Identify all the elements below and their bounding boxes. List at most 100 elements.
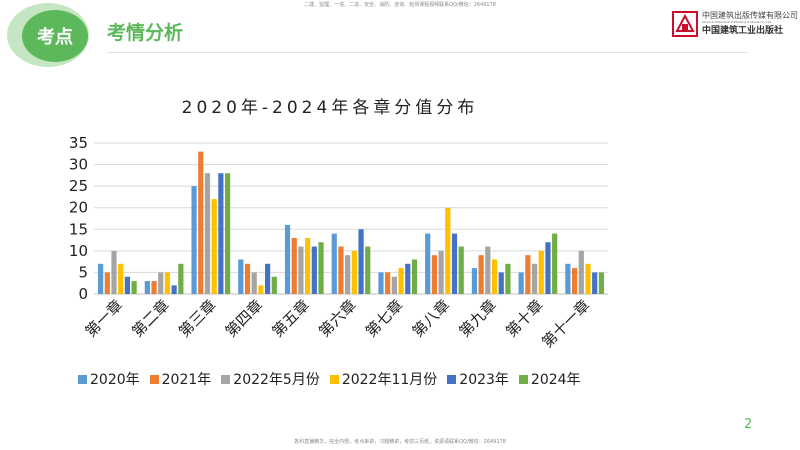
- legend-label: 2023年: [459, 372, 509, 388]
- legend-swatch: [518, 374, 528, 384]
- x-tick-label: 第四章: [222, 296, 267, 341]
- y-tick-label: 35: [69, 134, 88, 152]
- bar: [565, 263, 571, 294]
- x-tick-label: 第一章: [82, 296, 127, 341]
- bar: [411, 259, 418, 294]
- bar: [478, 255, 484, 294]
- bar: [525, 255, 531, 294]
- bar: [164, 272, 171, 294]
- bar: [211, 199, 217, 294]
- bar: [538, 250, 544, 294]
- legend-swatch: [78, 374, 87, 384]
- legend-item: 2020年: [78, 369, 140, 389]
- bar: [111, 250, 117, 294]
- bar: [358, 229, 364, 294]
- bar: [131, 281, 137, 294]
- bar: [391, 276, 397, 294]
- legend-item: 2023年: [447, 369, 509, 389]
- bar: [405, 263, 411, 294]
- bar: [431, 255, 437, 294]
- bar: [198, 151, 204, 294]
- y-axis-ticks: 0 5 10 15 20 25 30 35: [69, 134, 88, 303]
- bar: [505, 263, 511, 294]
- section-badge: 考点: [0, 0, 110, 70]
- legend-item: 2022年11月份: [329, 369, 437, 389]
- y-tick-label: 10: [69, 242, 88, 260]
- bar: [151, 281, 157, 294]
- bar: [305, 237, 311, 294]
- y-tick-label: 30: [69, 156, 88, 174]
- section-title: 考情分析: [107, 22, 184, 44]
- bar: [491, 259, 498, 294]
- bar: [345, 255, 351, 294]
- legend-label: 2021年: [161, 372, 212, 388]
- bar: [98, 263, 104, 294]
- bar: [258, 285, 264, 294]
- bar: [585, 263, 591, 294]
- y-tick-label: 20: [69, 199, 88, 217]
- y-tick-label: 25: [69, 177, 88, 195]
- bar: [378, 272, 384, 294]
- bar: [158, 272, 164, 294]
- legend-swatch: [221, 374, 231, 384]
- bar: [518, 272, 524, 294]
- x-tick-label: 第九章: [455, 296, 500, 341]
- legend-label: 2020年: [90, 372, 140, 388]
- bar: [451, 233, 458, 294]
- legend-label: 2024年: [530, 372, 581, 388]
- publisher-logo-block: 中国建筑出版传媒有限公司 China Architecture Publishi…: [672, 10, 798, 40]
- chart-grid: [94, 142, 608, 295]
- bar: [284, 224, 291, 294]
- bar: [351, 250, 357, 294]
- publisher-name-script: 中国建筑工业出版社: [702, 26, 784, 36]
- bar: [204, 173, 211, 294]
- legend-item: 2021年: [149, 369, 212, 389]
- bar: [331, 233, 337, 294]
- bar: [311, 246, 317, 294]
- bar: [425, 233, 431, 294]
- chart-title: 2020年-2024年各章分值分布: [181, 98, 479, 118]
- x-tick-label: 第三章: [175, 296, 220, 341]
- x-tick-label: 第八章: [409, 296, 454, 341]
- bar: [592, 272, 598, 294]
- header-divider: [107, 52, 747, 53]
- publisher-emblem-icon: [672, 11, 698, 37]
- bar: [238, 259, 244, 294]
- x-tick-label: 第五章: [269, 296, 314, 341]
- badge-label: 考点: [22, 10, 88, 62]
- publisher-name-en: China Architecture Publishing & Media Co…: [702, 20, 772, 24]
- legend-swatch: [329, 374, 339, 384]
- bar: [118, 263, 124, 294]
- bar: [144, 281, 150, 294]
- bar: [171, 285, 177, 294]
- bar: [498, 272, 504, 294]
- bar: [338, 246, 344, 294]
- bar: [365, 246, 371, 294]
- legend-item: 2022年5月份: [221, 369, 320, 389]
- x-tick-label: 第六章: [315, 296, 360, 341]
- bar: [385, 272, 391, 294]
- bar: [485, 246, 491, 294]
- bar: [244, 263, 251, 294]
- bar: [218, 173, 224, 294]
- bar: [224, 173, 231, 294]
- bar: [445, 207, 451, 294]
- legend-swatch: [447, 374, 457, 384]
- bar: [191, 186, 197, 294]
- chart-bars: [98, 151, 604, 294]
- x-tick-label: 第二章: [128, 296, 173, 341]
- bar: [291, 237, 297, 294]
- y-tick-label: 5: [78, 263, 88, 281]
- y-tick-label: 15: [69, 220, 88, 238]
- bar: [318, 242, 324, 294]
- bar: [545, 242, 551, 294]
- bar: [552, 233, 558, 294]
- bar: [531, 263, 538, 294]
- bottom-watermark-note: 各科直播精华，完全内部，考点串讲，习题精讲，考前三页纸，资源请联系QQ/微信：2…: [294, 439, 506, 445]
- bar: [124, 276, 131, 294]
- legend-label: 2022年5月份: [233, 372, 320, 388]
- x-tick-label: 第十章: [502, 296, 547, 341]
- x-tick-label: 第七章: [362, 296, 407, 341]
- legend-item: 2024年: [518, 369, 581, 389]
